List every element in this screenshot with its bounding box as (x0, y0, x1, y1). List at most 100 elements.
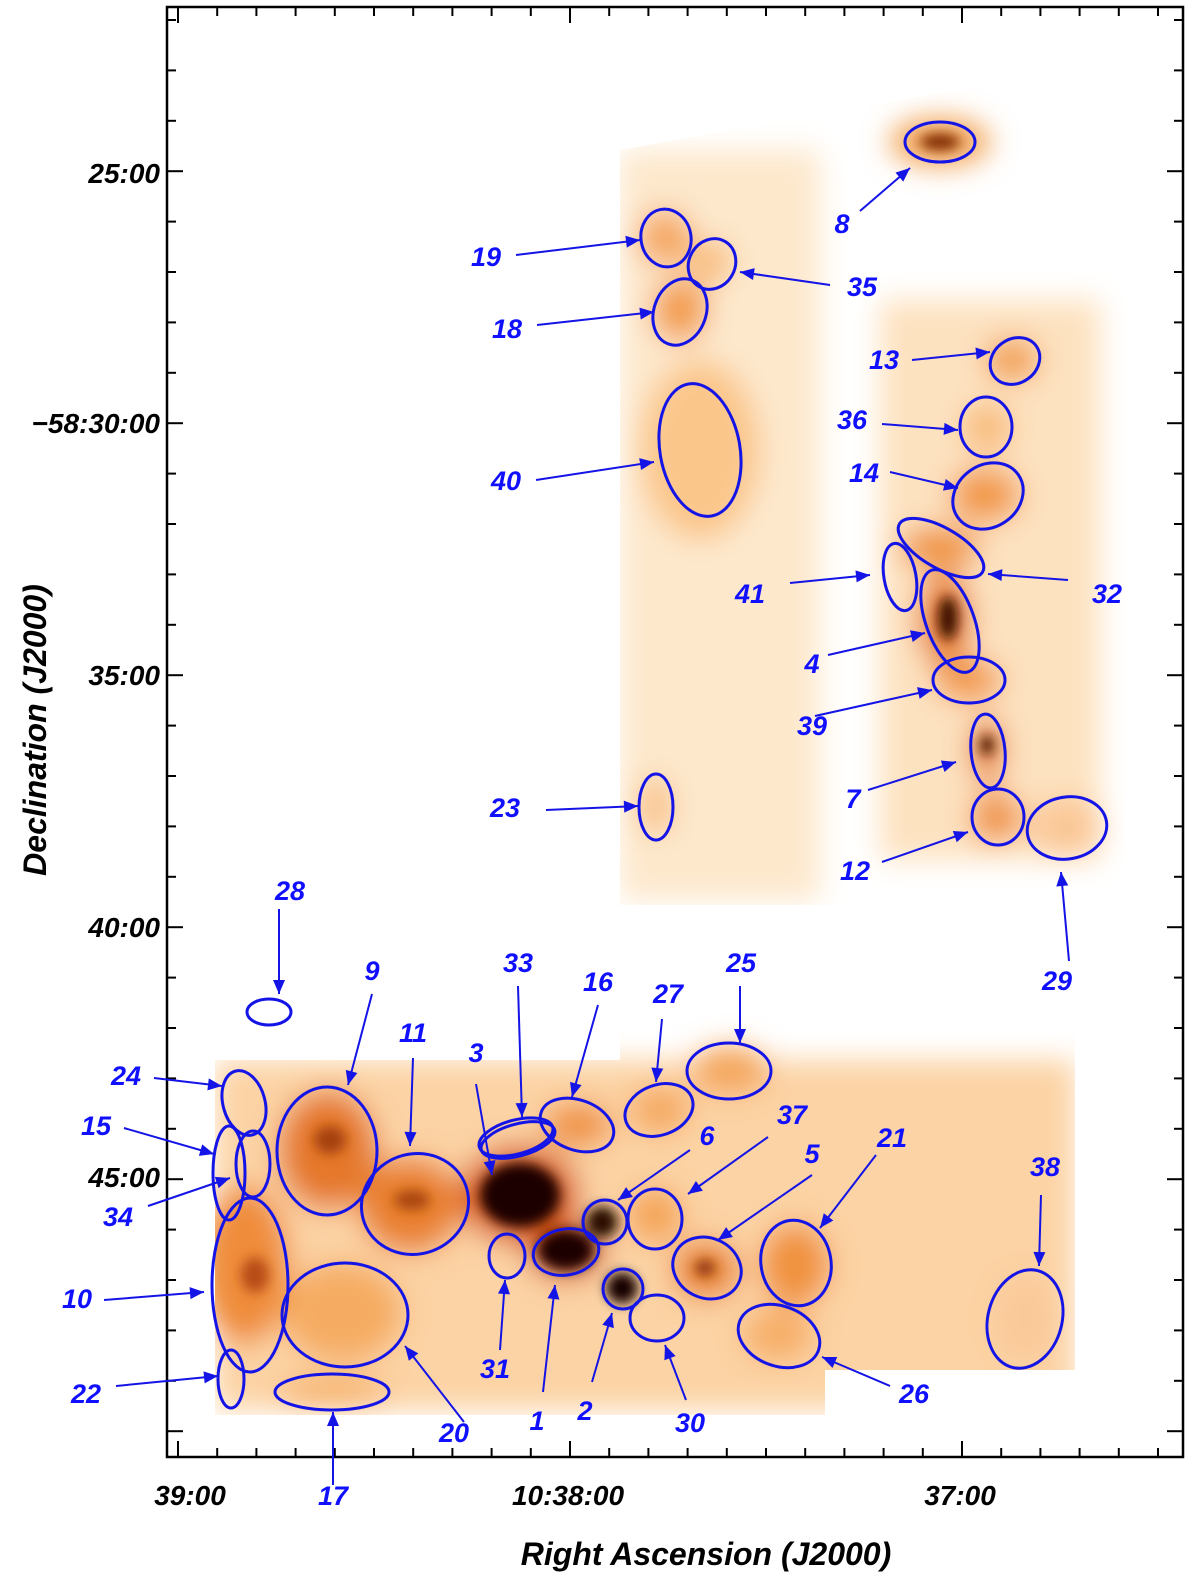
region-ellipse (685, 1041, 773, 1101)
y-tick-label: 25:00 (87, 158, 160, 189)
source-label: 24 (110, 1061, 141, 1091)
arrow-head (688, 1180, 703, 1194)
arrow-head (975, 347, 990, 360)
pointer-arrow (542, 1284, 556, 1393)
arrow-head (664, 1345, 676, 1361)
pointer-arrow (535, 461, 655, 481)
pointer-arrow (617, 1149, 691, 1201)
pointer-arrow (881, 831, 969, 863)
y-tick-label: −58:30:00 (32, 408, 161, 439)
source-region: 17 (273, 1372, 391, 1511)
pointer-arrow (515, 239, 641, 256)
region-ellipse (671, 1235, 743, 1301)
region-ellipse (601, 1267, 645, 1311)
axis-ticks (167, 7, 1183, 1457)
arrow-head (822, 1356, 838, 1369)
arrow-head (940, 760, 956, 772)
source-label: 12 (840, 856, 870, 886)
source-region: 36 (837, 395, 1014, 459)
region-ellipse (626, 1187, 684, 1251)
arrow-head (483, 1160, 496, 1175)
arrow-head (952, 830, 968, 843)
pointer-arrow (475, 1083, 493, 1176)
source-label: 35 (847, 272, 878, 302)
source-label: 8 (834, 209, 849, 239)
region-ellipse (736, 1302, 822, 1370)
source-region: 35 (686, 237, 878, 302)
region-ellipse (275, 1085, 379, 1217)
region-ellipse (245, 997, 293, 1027)
arrow-head (547, 1285, 560, 1300)
region-ellipse (686, 237, 738, 291)
source-label: 23 (489, 793, 520, 823)
source-label: 14 (849, 458, 879, 488)
arrow-head (734, 1029, 746, 1043)
arrow-head (820, 1213, 834, 1228)
pointer-arrow (867, 761, 957, 791)
source-region: 27 (623, 979, 695, 1138)
arrow-head (207, 1078, 222, 1091)
arrow-head (602, 1313, 614, 1329)
region-ellipse (211, 1124, 247, 1222)
pointer-arrow (404, 1345, 465, 1423)
pointer-arrow (409, 1057, 414, 1147)
source-region: 9 (275, 956, 380, 1217)
pointer-arrow (115, 1375, 219, 1387)
arrow-head (570, 1081, 582, 1097)
source-region: 19 (471, 207, 693, 272)
region-ellipse (531, 1227, 601, 1277)
arrow-head (327, 1412, 339, 1426)
source-label: 25 (725, 948, 757, 978)
arrow-head (1033, 1251, 1046, 1266)
region-ellipse (280, 1261, 410, 1369)
arrow-head (618, 1187, 633, 1200)
source-region: 14 (849, 458, 1025, 531)
source-label: 31 (480, 1354, 510, 1384)
source-region: 11 (359, 1018, 471, 1256)
arrow-head (988, 569, 1003, 582)
source-region: 34 (103, 1129, 272, 1232)
region-ellipse (903, 120, 977, 164)
source-label: 28 (274, 876, 305, 906)
region-ellipse (951, 461, 1025, 531)
source-region: 32 (896, 516, 1122, 609)
source-region: 38 (985, 1152, 1065, 1370)
region-ellipse (216, 1348, 246, 1410)
arrow-head (498, 1280, 510, 1295)
source-label: 7 (845, 784, 862, 814)
arrow-head (623, 800, 638, 813)
region-ellipse (988, 336, 1042, 386)
source-region: 40 (490, 382, 743, 518)
pointer-arrow (827, 632, 926, 656)
source-region: 15 (81, 1111, 247, 1222)
region-ellipse (623, 1082, 695, 1138)
source-regions: 1 234567891011121314151617181920212223242… (62, 120, 1122, 1511)
source-region: 25 (685, 948, 773, 1101)
source-label: 11 (399, 1018, 427, 1048)
source-region: 20 (280, 1261, 469, 1448)
source-label: 27 (652, 979, 685, 1009)
pointer-arrow (717, 1174, 813, 1241)
arrow-head (198, 1144, 214, 1156)
pointer-arrow (545, 805, 639, 811)
region-ellipse (220, 1069, 268, 1137)
x-tick-label: 10:38:00 (512, 1480, 625, 1511)
region-ellipse (958, 395, 1014, 459)
source-label: 34 (103, 1202, 133, 1232)
x-tick-label: 39:00 (154, 1480, 226, 1511)
source-region: 29 (1025, 795, 1109, 996)
source-label: 10 (62, 1284, 92, 1314)
source-label: 1 (529, 1406, 544, 1436)
source-region: 2 (576, 1267, 645, 1426)
source-region: 13 (869, 336, 1042, 386)
source-label: 41 (734, 579, 765, 609)
source-label: 9 (364, 956, 379, 986)
source-region: 41 (734, 541, 919, 613)
arrow-head (943, 422, 958, 435)
source-region: 22 (70, 1348, 246, 1410)
source-region: 4 (803, 568, 981, 679)
source-region: 3 (468, 1038, 557, 1176)
arrow-head (203, 1371, 218, 1384)
source-label: 32 (1092, 579, 1122, 609)
source-region: 37 (626, 1100, 809, 1251)
